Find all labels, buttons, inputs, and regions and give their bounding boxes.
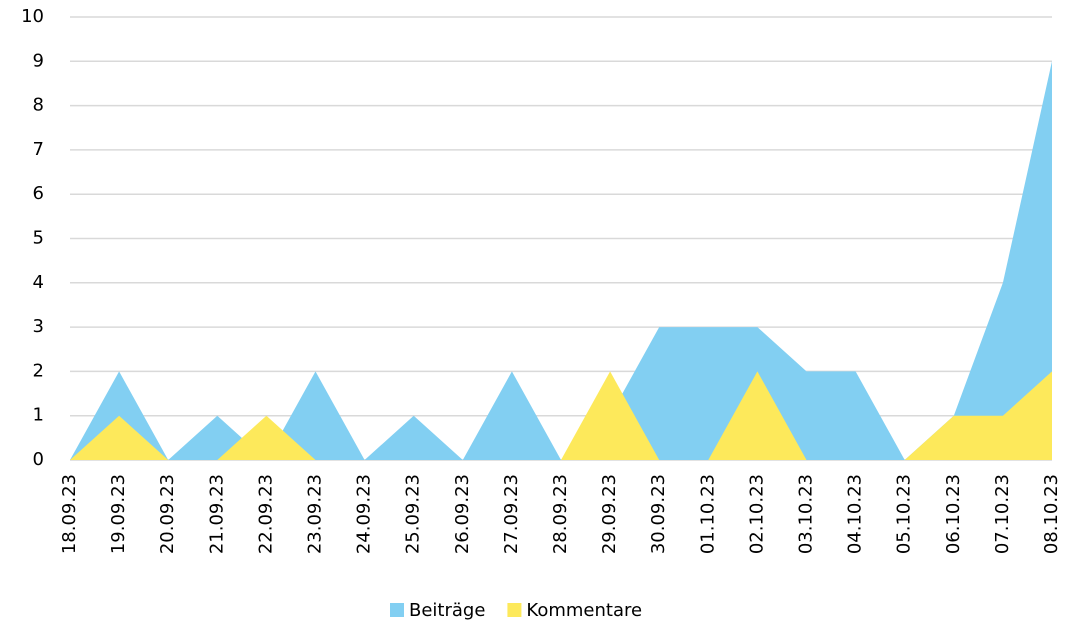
x-tick-label: 05.10.23: [894, 474, 915, 554]
x-tick-label: 21.09.23: [206, 474, 227, 554]
x-tick-label: 28.09.23: [550, 474, 571, 554]
area: [70, 371, 1052, 460]
x-tick-label: 25.09.23: [403, 474, 424, 554]
x-tick-label: 22.09.23: [255, 474, 276, 554]
x-tick-label: 29.09.23: [599, 474, 620, 554]
x-tick-label: 19.09.23: [108, 474, 129, 554]
x-tick-label: 04.10.23: [845, 474, 866, 554]
x-tick-label: 06.10.23: [943, 474, 964, 554]
y-tick-label: 9: [33, 50, 44, 71]
x-tick-label: 26.09.23: [452, 474, 473, 554]
legend-label: Beiträge: [409, 600, 485, 621]
x-tick-label: 23.09.23: [305, 474, 326, 554]
x-tick-label: 08.10.23: [1041, 474, 1062, 554]
x-tick-label: 07.10.23: [992, 474, 1013, 554]
legend-label: Kommentare: [526, 600, 642, 621]
x-tick-label: 20.09.23: [157, 474, 178, 554]
x-tick-label: 27.09.23: [501, 474, 522, 554]
y-tick-label: 8: [33, 95, 44, 116]
y-tick-label: 7: [33, 139, 44, 160]
y-tick-label: 4: [33, 272, 44, 293]
y-tick-label: 3: [33, 316, 44, 337]
x-tick-label: 01.10.23: [697, 474, 718, 554]
x-tick-label: 30.09.23: [648, 474, 669, 554]
x-tick-label: 03.10.23: [796, 474, 817, 554]
x-tick-label: 02.10.23: [746, 474, 767, 554]
legend-swatch: [507, 603, 522, 617]
x-tick-label: 24.09.23: [354, 474, 375, 554]
y-tick-label: 1: [33, 405, 44, 426]
y-tick-label: 10: [21, 6, 44, 27]
y-tick-label: 5: [33, 228, 44, 249]
y-tick-label: 2: [33, 360, 44, 381]
legend-swatch: [390, 603, 404, 617]
y-tick-label: 0: [33, 449, 44, 470]
area: [70, 61, 1052, 461]
x-tick-label: 18.09.23: [59, 474, 80, 554]
y-tick-label: 6: [33, 183, 44, 204]
